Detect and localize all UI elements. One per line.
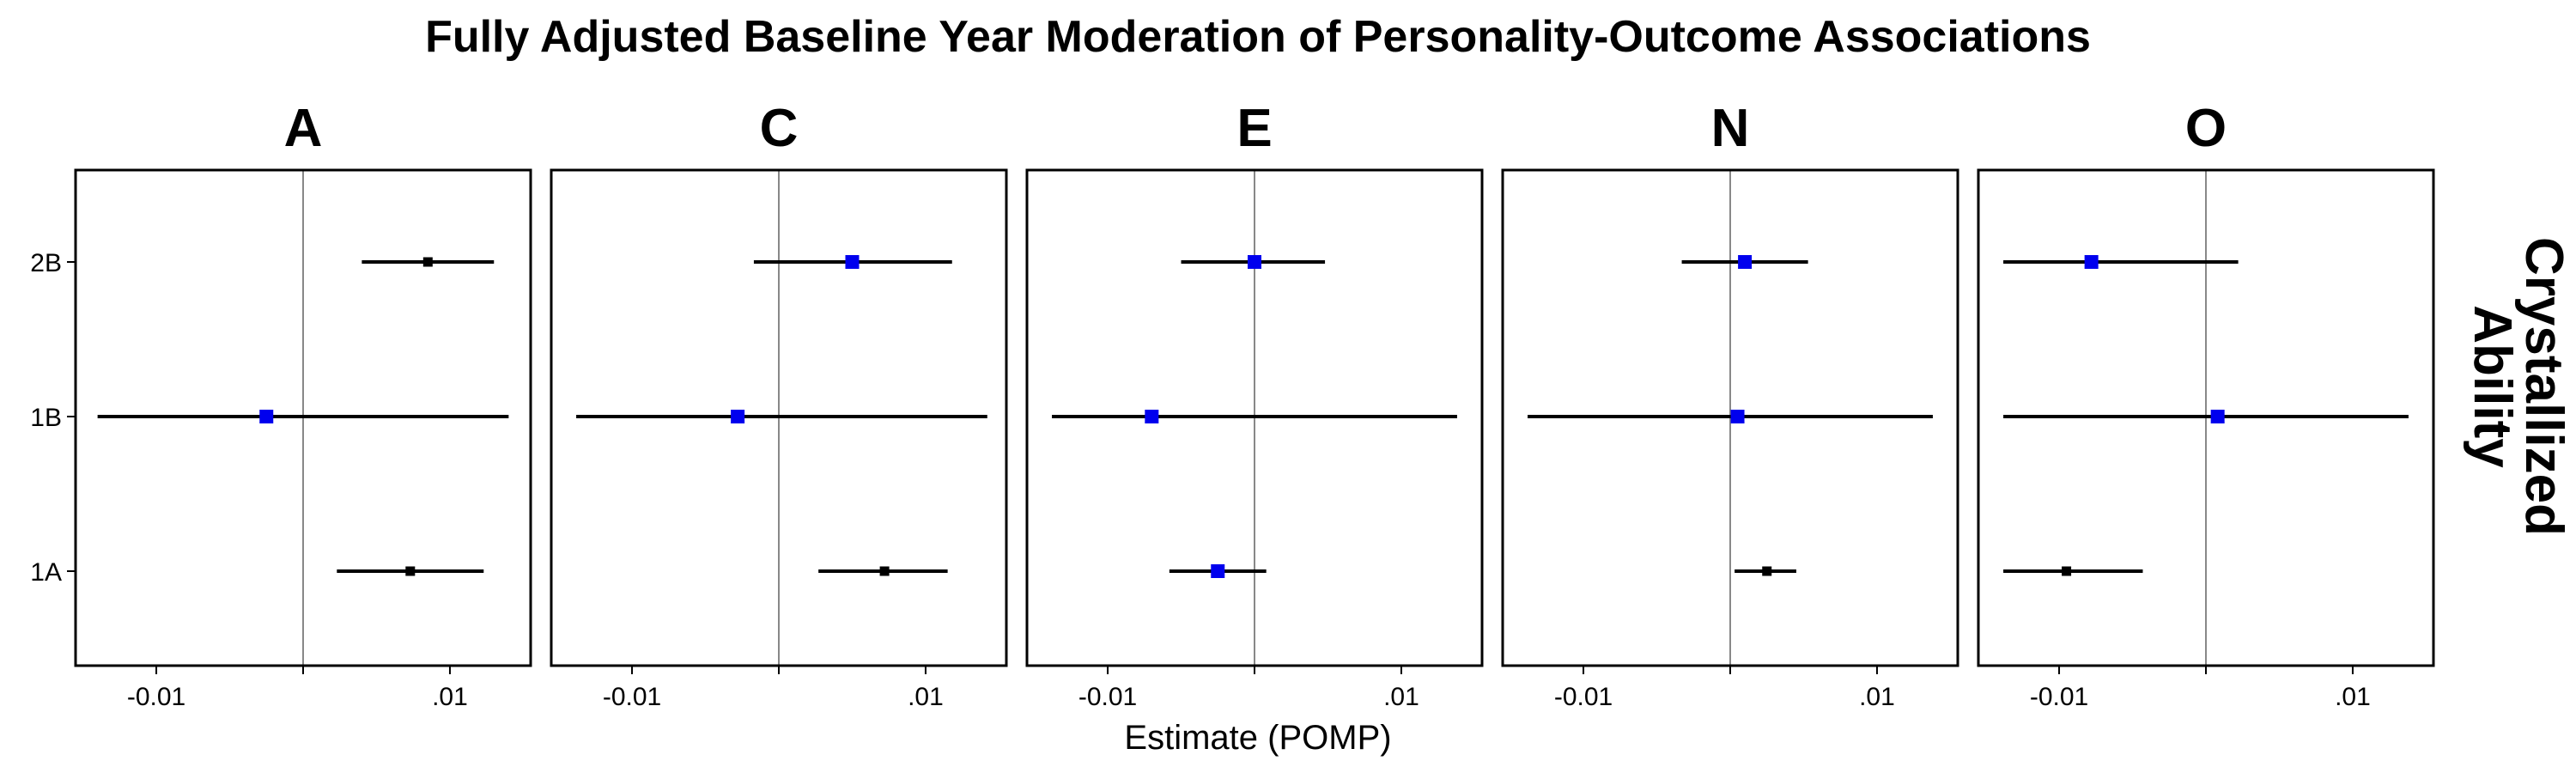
point-n-1b <box>1730 410 1745 423</box>
x-axis-label: Estimate (POMP) <box>1124 719 1391 757</box>
x-tick-label: .01 <box>1383 683 1419 711</box>
chart-title: Fully Adjusted Baseline Year Moderation … <box>425 12 2091 62</box>
y-tick-label: 1B <box>30 404 62 432</box>
x-tick-label: .01 <box>1859 683 1895 711</box>
strip-label-line: Crystallized <box>2514 237 2573 536</box>
point-c-2b <box>845 255 860 269</box>
facet-label-e: E <box>1236 99 1272 158</box>
facet-label-n: N <box>1711 99 1750 158</box>
point-n-1a <box>1762 566 1772 576</box>
x-tick-label: -0.01 <box>2030 683 2088 711</box>
point-c-1b <box>731 410 745 423</box>
x-tick-label: .01 <box>908 683 944 711</box>
panel-a: A -0.01 .01 <box>74 99 532 711</box>
panel-e: E -0.01 .01 <box>1025 99 1484 711</box>
x-tick-label: -0.01 <box>1078 683 1137 711</box>
y-tick-label: 1A <box>30 558 62 587</box>
panel-c: C -0.01 .01 <box>550 99 1008 711</box>
facet-panels: A -0.01 .01 C -0.01 .01 E -0.01 .01 N -0.01 .01 O -0.… <box>74 99 2435 711</box>
point-a-2b <box>422 257 433 267</box>
y-tick-label: 2B <box>30 249 62 277</box>
x-tick-label: -0.01 <box>1554 683 1613 711</box>
facet-label-a: A <box>284 99 323 158</box>
y-axis: 2B 1B 1A <box>30 249 76 587</box>
panel-n: N -0.01 .01 <box>1501 99 1959 711</box>
point-o-2b <box>2084 255 2099 269</box>
x-tick-label: -0.01 <box>127 683 185 711</box>
point-a-1a <box>405 566 416 576</box>
point-c-1a <box>879 566 890 576</box>
panel-o: O -0.01 .01 <box>1977 99 2435 711</box>
x-tick-label: .01 <box>432 683 468 711</box>
strip-label-line: Ability <box>2463 305 2522 468</box>
point-n-2b <box>1738 255 1753 269</box>
point-o-1a <box>2062 566 2072 576</box>
facet-label-o: O <box>2185 99 2227 158</box>
point-e-1a <box>1211 564 1225 578</box>
facet-label-c: C <box>760 99 799 158</box>
x-tick-label: .01 <box>2335 683 2371 711</box>
point-e-2b <box>1248 255 1261 269</box>
x-tick-label: -0.01 <box>603 683 661 711</box>
point-o-1b <box>2210 410 2225 423</box>
point-e-1b <box>1145 410 1159 423</box>
point-a-1b <box>259 410 274 423</box>
